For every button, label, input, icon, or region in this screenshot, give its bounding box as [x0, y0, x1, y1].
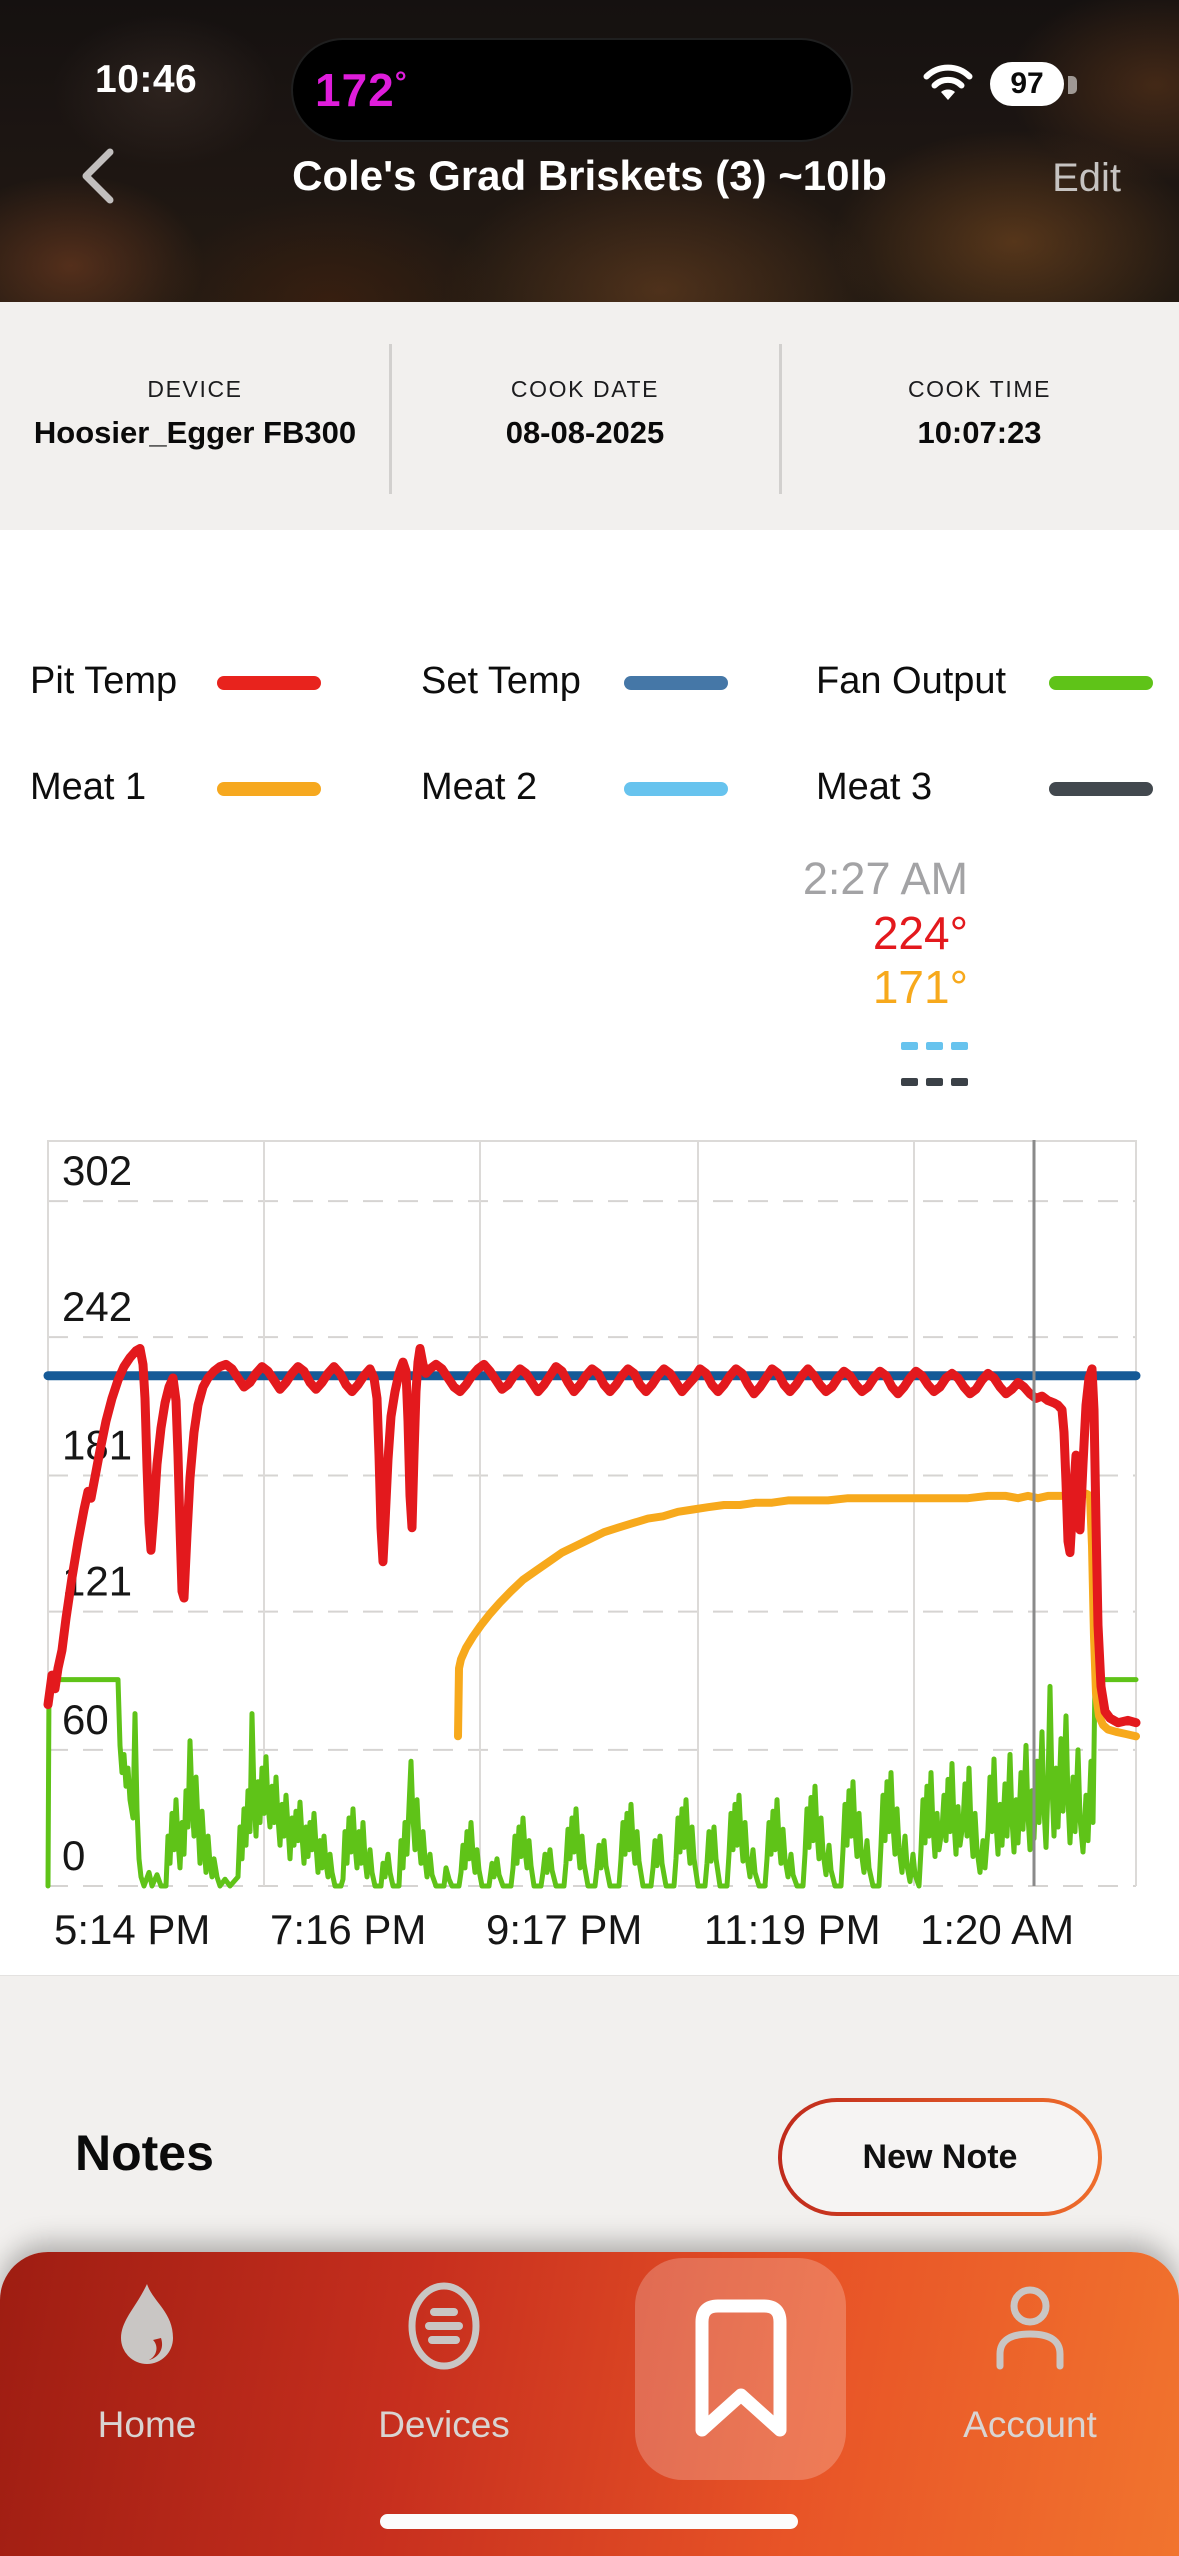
device-value: Hoosier_Egger FB300 — [33, 415, 357, 450]
svg-text:11:19 PM: 11:19 PM — [704, 1906, 881, 1953]
tab-home[interactable]: Home — [97, 2404, 197, 2445]
cook-date-info: COOK DATE 08-08-2025 — [390, 376, 780, 451]
cook-time-label: COOK TIME — [907, 376, 1052, 402]
svg-text:9:17 PM: 9:17 PM — [486, 1906, 642, 1953]
legend-pit-temp[interactable]: Pit Temp — [0, 660, 1179, 708]
fan-output-swatch — [1049, 676, 1153, 690]
cursor-time: 2:27 AM — [802, 853, 968, 904]
edit-button[interactable]: Edit — [1052, 156, 1121, 200]
tab-account[interactable]: Account — [963, 2404, 1097, 2445]
svg-text:242: 242 — [62, 1283, 132, 1330]
meat-2-swatch — [624, 782, 728, 796]
tab-bar: Home Devices Account — [0, 2252, 1179, 2556]
new-note-button[interactable]: New Note — [778, 2098, 1102, 2216]
flame-icon[interactable] — [107, 2280, 187, 2376]
meat-3-swatch — [1049, 782, 1153, 796]
svg-text:7:16 PM: 7:16 PM — [270, 1906, 426, 1953]
cook-info-band: DEVICE Hoosier_Egger FB300 COOK DATE 08-… — [0, 302, 1179, 530]
svg-text:1:20 AM: 1:20 AM — [920, 1906, 1074, 1953]
bookmark-icon[interactable] — [682, 2298, 800, 2438]
cursor-readout: 2:27 AM 224° 171° — [803, 852, 968, 1086]
device-label: DEVICE — [147, 376, 243, 402]
legend-meat-2[interactable]: Meat 2 — [0, 766, 1179, 814]
notes-heading: Notes — [75, 2125, 214, 2181]
temperature-chart[interactable]: 302 242 181 121 60 0 5:14 PM 7:16 PM 9:17 PM 11:1… — [0, 1140, 1179, 1975]
svg-text:0: 0 — [62, 1832, 85, 1879]
new-note-label: New Note — [862, 2137, 1018, 2176]
battery-nub — [1068, 76, 1077, 94]
divider — [779, 344, 782, 494]
set-temp-swatch — [624, 676, 728, 690]
page-title: Cole's Grad Briskets (3) ~10lb — [292, 152, 887, 199]
back-button[interactable] — [78, 146, 118, 206]
home-indicator[interactable] — [380, 2514, 798, 2529]
tab-devices[interactable]: Devices — [378, 2404, 510, 2445]
hero-photo-header: 10:46 172° 97 Cole's Grad Briskets (3) ~… — [0, 0, 1179, 302]
island-temp: 172° — [315, 64, 408, 116]
dynamic-island[interactable]: 172° — [291, 38, 853, 142]
cook-date-label: COOK DATE — [510, 376, 660, 402]
cursor-pit-temp: 224° — [872, 907, 968, 959]
svg-text:60: 60 — [62, 1696, 109, 1743]
wifi-icon — [923, 64, 973, 100]
cursor-meat2-no-data — [803, 1042, 968, 1050]
cook-date-value: 08-08-2025 — [505, 415, 665, 450]
status-time: 10:46 — [95, 58, 198, 101]
battery-indicator: 97 — [990, 62, 1064, 106]
cook-time-info: COOK TIME 10:07:23 — [780, 376, 1179, 451]
svg-text:5:14 PM: 5:14 PM — [54, 1906, 210, 1953]
legend-fan-output[interactable]: Fan Output — [0, 660, 1179, 708]
active-tab-highlight — [635, 2258, 846, 2480]
pit-temp-swatch — [217, 676, 321, 690]
svg-text:302: 302 — [62, 1147, 132, 1194]
account-icon[interactable] — [988, 2280, 1072, 2376]
cursor-meat3-no-data — [803, 1078, 968, 1086]
legend-meat-3[interactable]: Meat 3 — [0, 766, 1179, 814]
cook-time-value: 10:07:23 — [917, 415, 1042, 450]
meat-1-swatch — [217, 782, 321, 796]
devices-icon[interactable] — [404, 2280, 484, 2376]
legend-meat-1[interactable]: Meat 1 — [0, 766, 1179, 814]
degree-symbol: ° — [394, 66, 408, 99]
legend-set-temp[interactable]: Set Temp — [0, 660, 1179, 708]
device-info: DEVICE Hoosier_Egger FB300 — [0, 376, 390, 451]
divider — [389, 344, 392, 494]
cursor-meat1-temp: 171° — [872, 961, 968, 1013]
